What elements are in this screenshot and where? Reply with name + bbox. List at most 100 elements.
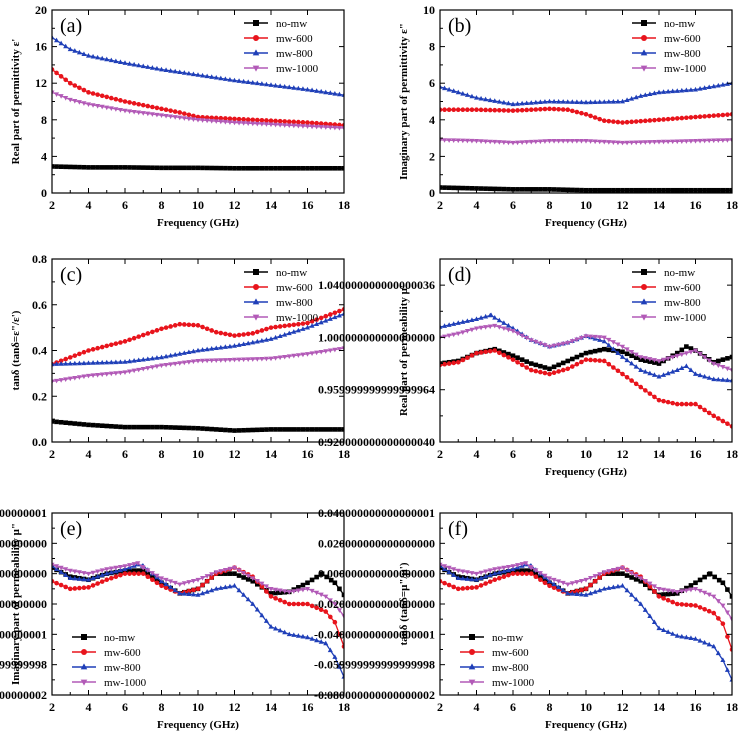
legend-marker [80,663,88,670]
data-point [222,344,228,349]
data-point [729,617,732,622]
data-point [131,368,137,374]
data-point [67,355,73,360]
data-point [643,582,648,587]
data-point [615,583,621,589]
data-point [200,165,205,171]
data-point [515,331,521,336]
data-point [515,568,520,573]
data-point [104,567,110,572]
data-point [455,107,461,113]
data-point [440,185,443,190]
data-point [140,366,146,372]
data-point [652,187,657,193]
data-point [300,587,306,593]
data-point [674,350,680,356]
data-point [259,584,265,589]
data-point [323,427,329,432]
legend-item-mw-1000: mw-1000 [632,63,707,75]
data-point [724,138,730,143]
data-point [67,164,73,170]
data-point [688,583,694,588]
data-point [724,366,730,372]
data-point [168,114,174,120]
data-point [304,324,311,330]
data-point [551,343,557,349]
data-point [684,401,689,407]
data-point [615,187,621,193]
data-point [204,165,210,171]
data-point [255,427,260,433]
data-point [86,90,91,95]
data-point [478,107,484,113]
legend-label: mw-800 [664,48,701,60]
data-point [295,327,301,333]
data-point [291,353,297,359]
data-point [104,105,110,111]
data-point [200,426,205,431]
data-point [90,575,96,581]
data-point [711,610,717,616]
data-point [615,140,621,146]
data-point [218,165,224,171]
data-point [250,165,256,171]
data-point [149,65,155,70]
data-point [186,112,192,118]
data-point [523,561,529,566]
data-point [665,139,671,145]
y-tick-label: 1.000000000000000000 [318,330,435,344]
data-point [177,69,183,75]
data-point [163,325,169,330]
data-point [524,140,530,145]
data-point [314,321,320,327]
legend-label: mw-1000 [276,63,319,75]
data-point [81,87,87,93]
x-tick-label: 4 [474,198,480,212]
legend-label: mw-600 [276,282,313,294]
data-point [638,384,644,390]
data-point [496,140,502,145]
data-point [245,79,251,85]
data-point [665,116,671,122]
data-point [168,68,174,73]
data-point [186,425,192,431]
data-point [565,340,571,346]
legend-item-mw-600: mw-600 [244,282,313,294]
data-point [725,112,730,117]
data-point [323,165,329,171]
data-point [592,334,598,340]
x-tick-label: 2 [437,447,443,461]
data-point [661,357,667,363]
data-point [638,355,644,360]
data-point [108,359,114,365]
data-point [245,340,251,346]
data-point [483,107,488,113]
data-point [241,571,247,576]
legend-label: no-mw [276,267,307,279]
data-point [85,571,92,577]
data-point [336,347,342,352]
panel-label: (a) [60,15,82,37]
data-point [505,565,511,570]
legend-marker [468,679,476,686]
data-point [647,118,653,123]
legend-marker [253,284,259,290]
data-point [259,427,265,433]
data-point [510,329,516,334]
data-point [113,371,119,376]
data-point [440,562,443,568]
data-point [85,576,92,582]
legend-marker [640,49,648,56]
data-point [538,106,543,112]
data-point [108,371,114,377]
data-point [76,49,82,55]
data-point [286,427,292,432]
data-point [54,564,60,569]
data-point [223,116,228,121]
data-point [624,119,630,125]
data-point [583,357,589,362]
data-point [560,99,566,104]
data-point [255,117,260,123]
data-point [213,570,219,575]
data-point [149,571,155,576]
